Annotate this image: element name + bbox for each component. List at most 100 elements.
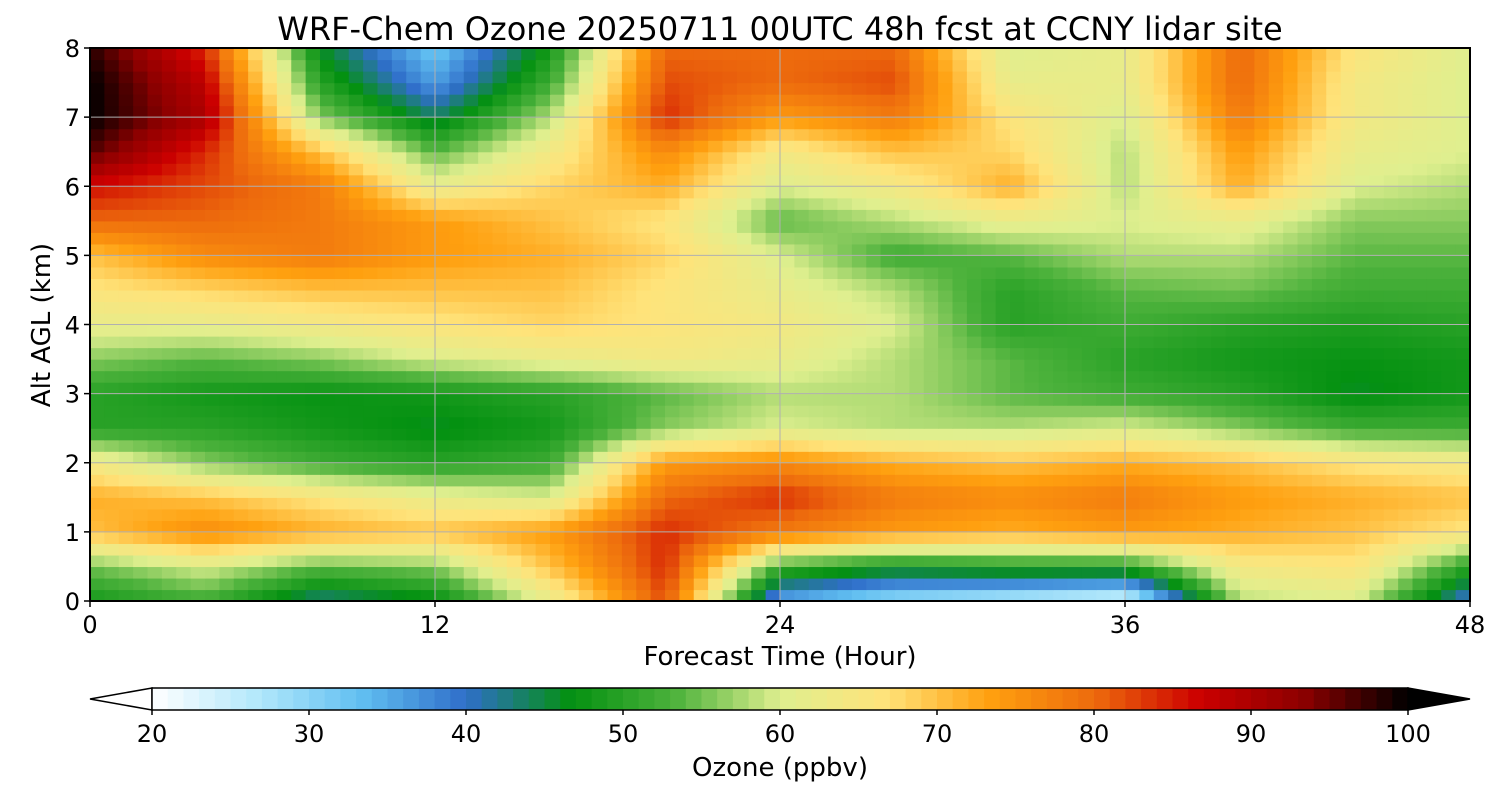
heatmap-cell (406, 393, 422, 406)
heatmap-cell (837, 140, 853, 153)
heatmap-cell (1297, 243, 1313, 256)
heatmap-cell (348, 451, 364, 464)
heatmap-cell (909, 48, 925, 61)
heatmap-cell (1268, 359, 1284, 372)
heatmap-cell (1139, 543, 1155, 556)
heatmap-cell (1182, 520, 1198, 533)
heatmap-cell (1268, 289, 1284, 303)
heatmap-cell (478, 508, 494, 521)
heatmap-cell (1268, 117, 1284, 130)
heatmap-cell (1139, 117, 1155, 130)
heatmap-cell (406, 105, 422, 118)
heatmap-cell (1383, 174, 1399, 187)
heatmap-cell (1369, 312, 1385, 326)
heatmap-cell (248, 48, 264, 61)
heatmap-cell (406, 416, 422, 429)
heatmap-cell (205, 48, 220, 61)
heatmap-cell (104, 439, 120, 452)
heatmap-cell (233, 347, 249, 360)
heatmap-cell (262, 531, 278, 544)
heatmap-cell (1024, 163, 1040, 176)
heatmap-cell (1268, 232, 1284, 245)
heatmap-cell (1038, 336, 1054, 349)
heatmap-cell (1081, 312, 1097, 326)
heatmap-cell (104, 278, 120, 291)
heatmap-cell (550, 324, 565, 337)
heatmap-cell (276, 48, 292, 61)
heatmap-cell (1355, 324, 1370, 337)
heatmap-cell (492, 209, 508, 222)
heatmap-cell (1441, 151, 1457, 164)
heatmap-cell (176, 336, 192, 349)
heatmap-cell (665, 347, 680, 360)
heatmap-cell (219, 543, 235, 556)
heatmap-cell (348, 474, 364, 487)
heatmap-cell (320, 324, 335, 337)
heatmap-cell (808, 105, 824, 118)
heatmap-cell (1311, 151, 1327, 164)
heatmap-cell (1383, 71, 1399, 84)
heatmap-cell (1441, 117, 1457, 130)
heatmap-cell (1053, 94, 1069, 107)
heatmap-cell (1110, 393, 1126, 406)
heatmap-cell (291, 451, 307, 464)
heatmap-cell (765, 428, 781, 441)
heatmap-cell (492, 566, 508, 579)
heatmap-cell (1067, 117, 1083, 130)
heatmap-cell (276, 382, 292, 395)
heatmap-cell (348, 485, 364, 498)
heatmap-cell (765, 577, 781, 591)
heatmap-cell (262, 94, 278, 107)
heatmap-cell (909, 59, 925, 72)
heatmap-cell (550, 336, 565, 349)
heatmap-cell (506, 589, 522, 601)
heatmap-cell (1340, 151, 1356, 164)
heatmap-cell (621, 209, 637, 222)
heatmap-cell (607, 359, 623, 372)
heatmap-cell (276, 439, 292, 452)
heatmap-cell (1398, 485, 1414, 498)
heatmap-cell (1240, 474, 1255, 487)
heatmap-cell (1340, 485, 1356, 498)
heatmap-cell (1340, 543, 1356, 556)
heatmap-cell (1168, 243, 1184, 256)
heatmap-cell (1153, 566, 1169, 579)
heatmap-cell (147, 497, 163, 510)
heatmap-cell (708, 554, 724, 568)
heatmap-cell (363, 151, 379, 164)
heatmap-cell (851, 278, 867, 291)
heatmap-cell (650, 128, 666, 141)
heatmap-cell (90, 428, 105, 441)
heatmap-cell (564, 589, 580, 601)
colorbar-tick-label: 80 (1079, 720, 1110, 748)
heatmap-cell (693, 393, 709, 406)
heatmap-cell (952, 428, 968, 441)
heatmap-cell (679, 278, 695, 291)
heatmap-cell (262, 382, 278, 395)
heatmap-cell (1311, 140, 1327, 153)
heatmap-cell (348, 278, 364, 291)
colorbar-swatch (324, 688, 341, 710)
heatmap-cell (1297, 577, 1313, 591)
heatmap-cell (1125, 508, 1140, 521)
heatmap-cell (736, 451, 752, 464)
heatmap-cell (377, 520, 393, 533)
heatmap-cell (981, 497, 997, 510)
heatmap-cell (665, 359, 680, 372)
heatmap-cell (291, 220, 307, 233)
heatmap-cell (780, 359, 795, 372)
heatmap-cell (621, 243, 637, 256)
heatmap-cell (1383, 94, 1399, 107)
heatmap-cell (1369, 140, 1385, 153)
heatmap-cell (808, 220, 824, 233)
heatmap-cell (593, 554, 609, 568)
heatmap-cell (1225, 82, 1241, 95)
heatmap-cell (133, 405, 149, 418)
heatmap-cell (1096, 359, 1112, 372)
heatmap-cell (1024, 94, 1040, 107)
heatmap-cell (823, 428, 839, 441)
heatmap-cell (1168, 105, 1184, 118)
heatmap-cell (161, 336, 177, 349)
heatmap-cell (1311, 186, 1327, 199)
heatmap-cell (1455, 243, 1470, 256)
